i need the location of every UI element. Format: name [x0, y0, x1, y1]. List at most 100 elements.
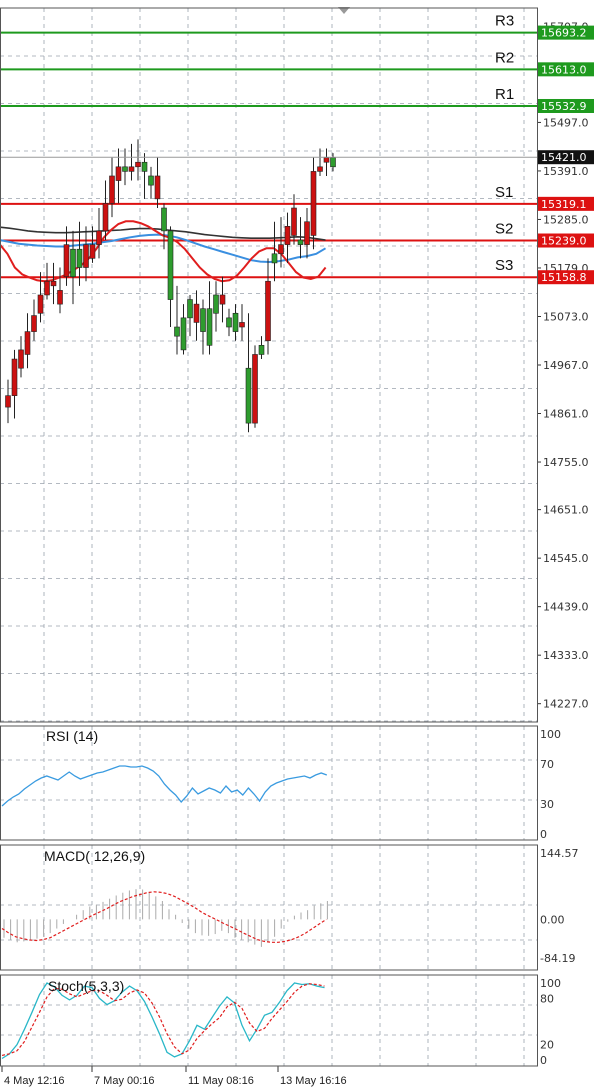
- candle-body: [304, 221, 310, 245]
- candle-body: [245, 367, 252, 424]
- candle: [271, 221, 278, 282]
- candle: [174, 285, 180, 355]
- candle-body: [11, 358, 18, 396]
- level-tag-bg: [538, 233, 594, 248]
- candle-body: [96, 230, 102, 245]
- stoch-signal-line: [1, 983, 325, 1056]
- candle-body: [239, 322, 245, 328]
- level-label-r3: R3: [495, 13, 514, 30]
- stoch-pane: 100 80 20 0: [1, 977, 561, 1067]
- time-label: 13 May 16:16: [280, 1075, 347, 1087]
- candle: [310, 157, 317, 250]
- candle: [89, 226, 96, 263]
- macd-pane: 144.57 0.00 -84.19: [1, 847, 579, 965]
- rsi-line: [1, 765, 328, 807]
- rsi-pane: 100 70 30 0: [1, 728, 561, 841]
- candle: [102, 180, 109, 241]
- candle: [206, 281, 213, 355]
- candle: [284, 212, 291, 263]
- price-tick-label: 14439.0: [543, 601, 589, 614]
- candle-body: [5, 395, 11, 408]
- candle-body: [297, 239, 304, 245]
- level-label-s2: S2: [495, 221, 513, 238]
- candle: [148, 166, 154, 199]
- level-tag-s3: 15158.8: [541, 271, 587, 284]
- candle-body: [219, 294, 226, 305]
- stoch-tick-label: 100: [540, 977, 561, 990]
- level-tag-s1: 15319.1: [541, 198, 587, 211]
- candle: [135, 139, 141, 181]
- candle-body: [213, 294, 219, 314]
- level-tag-bg: [538, 270, 594, 285]
- pane-frame: [0, 974, 538, 1067]
- macd-title: MACD( 12,26,9): [44, 848, 145, 864]
- scroll-marker-icon[interactable]: [338, 7, 350, 14]
- candle-body: [57, 290, 63, 305]
- candle: [258, 336, 265, 360]
- level-tag-bg: [538, 196, 594, 211]
- time-label: 7 May 00:16: [94, 1075, 155, 1087]
- price-tick-label: 15285.0: [543, 213, 589, 226]
- candle-body: [83, 244, 89, 268]
- candle: [161, 203, 167, 250]
- candle: [44, 262, 50, 300]
- candle-body: [232, 312, 239, 332]
- candle: [76, 221, 83, 286]
- macd-tick-label: 144.57: [540, 847, 579, 860]
- candle: [122, 148, 128, 186]
- candle: [200, 299, 206, 355]
- level-tag-r3: 15693.2: [541, 27, 587, 40]
- level-tag-r2: 15613.0: [541, 63, 587, 76]
- macd-tick-label: -84.19: [540, 952, 575, 965]
- candle-body: [154, 175, 161, 200]
- rsi-tick-label: 100: [540, 728, 561, 741]
- price-tick-label: 15497.0: [543, 116, 589, 129]
- rsi-tick-label: 70: [540, 758, 554, 771]
- candle-body: [258, 345, 265, 355]
- level-label-r2: R2: [495, 49, 514, 66]
- candle-body: [18, 349, 24, 369]
- candle: [226, 308, 232, 337]
- candle: [252, 345, 258, 428]
- candle: [11, 349, 18, 419]
- candle-body: [161, 207, 167, 232]
- candle-body: [44, 280, 50, 296]
- candle: [219, 276, 226, 323]
- price-tick-label: 14227.0: [543, 698, 589, 711]
- candle: [128, 143, 135, 181]
- candle-body: [122, 166, 128, 172]
- candle-body: [200, 308, 206, 332]
- level-tag-r1: 15532.9: [541, 100, 587, 113]
- candle-body: [278, 244, 284, 255]
- level-tag-bg: [538, 25, 594, 40]
- candle: [31, 299, 37, 341]
- candle: [291, 194, 297, 245]
- macd-tick-label: 0.00: [540, 913, 565, 926]
- level-tag-bg: [538, 62, 594, 77]
- price-tick-label: 14861.0: [543, 408, 589, 421]
- candle-body: [89, 244, 96, 259]
- level-label-r1: R1: [495, 86, 514, 103]
- price-tick-label: 14755.0: [543, 456, 589, 469]
- pane-frame: [0, 725, 538, 841]
- candle-body: [115, 166, 122, 181]
- candle: [265, 258, 271, 355]
- candle-body: [291, 207, 297, 236]
- candle-body: [148, 175, 154, 186]
- time-label: 4 May 12:16: [4, 1075, 65, 1087]
- candle: [57, 267, 63, 314]
- level-label-s3: S3: [495, 257, 513, 274]
- candle-body: [76, 248, 83, 268]
- candle: [297, 217, 304, 259]
- price-tick-label: 15391.0: [543, 165, 589, 178]
- candle-body: [187, 299, 193, 319]
- candle: [193, 290, 200, 341]
- price-tick-label: 14967.0: [543, 359, 589, 372]
- candle: [109, 157, 115, 218]
- candle-body: [252, 354, 258, 424]
- candle-body: [310, 171, 317, 236]
- level-label-s1: S1: [495, 184, 513, 201]
- candle-body: [323, 157, 330, 163]
- candle: [167, 226, 174, 328]
